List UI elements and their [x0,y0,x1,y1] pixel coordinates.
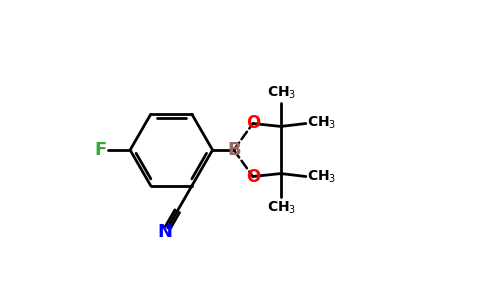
Text: CH$_3$: CH$_3$ [307,115,337,131]
Text: N: N [157,224,172,242]
Text: F: F [94,141,106,159]
Text: O: O [246,168,260,186]
Text: CH$_3$: CH$_3$ [267,84,296,101]
Text: O: O [246,114,260,132]
Text: CH$_3$: CH$_3$ [267,200,296,216]
Text: B: B [227,141,241,159]
Text: CH$_3$: CH$_3$ [307,169,337,185]
